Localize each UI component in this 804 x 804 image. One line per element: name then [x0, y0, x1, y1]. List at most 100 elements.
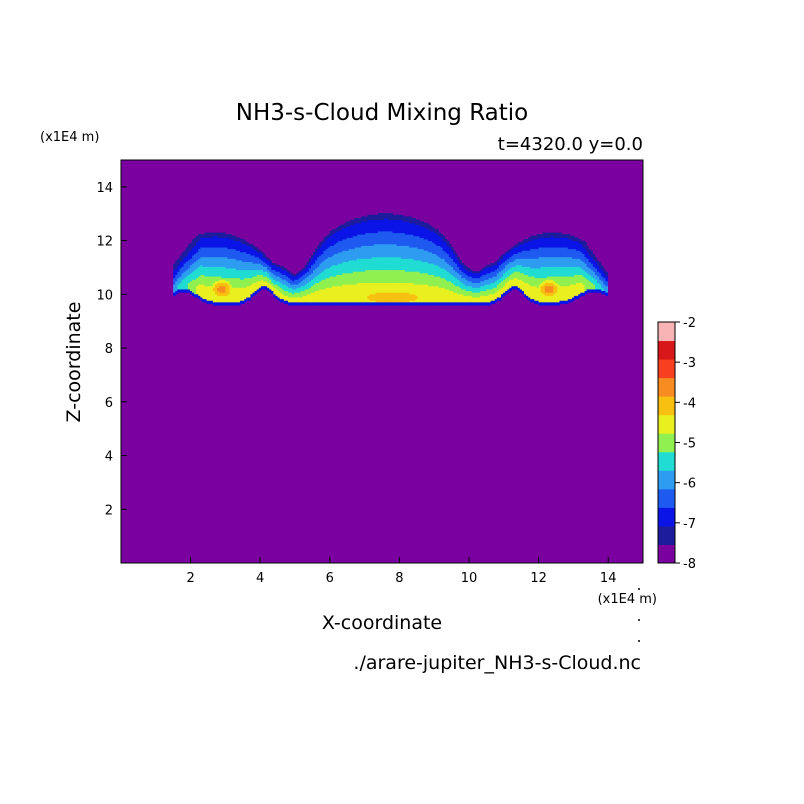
cloud-cell — [386, 216, 389, 219]
cloud-cell — [367, 242, 370, 245]
cloud-cell — [365, 288, 368, 292]
cloud-cell — [325, 277, 329, 280]
cloud-cell — [336, 248, 339, 251]
cloud-cell — [271, 280, 274, 284]
cloud-cell — [388, 274, 391, 277]
cloud-cell — [354, 245, 358, 248]
cloud-cell — [246, 279, 249, 282]
cloud-cell — [258, 261, 262, 264]
cloud-cell — [275, 292, 279, 295]
cloud-cell — [400, 234, 404, 237]
cloud-cell — [390, 284, 393, 287]
cloud-cell — [419, 292, 423, 295]
cloud-cell — [396, 274, 400, 277]
cloud-cell — [202, 282, 206, 285]
cloud-cell — [275, 282, 279, 285]
cloud-cell — [317, 264, 320, 267]
cloud-cell — [327, 285, 331, 288]
cloud-cell — [365, 301, 368, 304]
cloud-cell — [227, 243, 231, 246]
cloud-cell — [384, 245, 387, 248]
cloud-cell — [183, 261, 187, 264]
cloud-cell — [306, 298, 310, 301]
cloud-cell — [198, 250, 201, 253]
cloud-cell — [371, 261, 375, 264]
cloud-cell — [413, 219, 416, 222]
cloud-cell — [398, 237, 402, 240]
cloud-cell — [269, 264, 272, 267]
cloud-cell — [348, 227, 352, 230]
cloud-cell — [356, 250, 360, 253]
cloud-cell — [421, 274, 425, 277]
cloud-cell — [237, 247, 241, 250]
cloud-cell — [250, 255, 254, 258]
cloud-cell — [379, 274, 383, 277]
cloud-cell — [354, 300, 358, 303]
cloud-cell — [313, 287, 316, 290]
cloud-cell — [427, 285, 431, 288]
cloud-cell — [404, 229, 408, 232]
cloud-cell — [225, 277, 228, 280]
cloud-cell — [325, 292, 329, 295]
cloud-cell — [323, 284, 327, 287]
cloud-cell — [421, 301, 425, 304]
cloud-cell — [342, 301, 345, 304]
cloud-cell — [285, 274, 289, 277]
cloud-cell — [354, 298, 358, 301]
cloud-cell — [240, 282, 243, 285]
cloud-cell — [200, 293, 203, 296]
cloud-cell — [200, 235, 203, 238]
cloud-cell — [415, 274, 418, 277]
cloud-cell — [237, 271, 241, 274]
cloud-cell — [246, 261, 249, 264]
cloud-cell — [214, 284, 218, 287]
cloud-cell — [212, 264, 216, 267]
cloud-cell — [396, 268, 400, 271]
cloud-cell — [409, 237, 412, 240]
cloud-cell — [379, 301, 383, 304]
cloud-cell — [196, 293, 199, 296]
cloud-cell — [411, 282, 414, 285]
cloud-cell — [196, 256, 199, 259]
cloud-cell — [227, 297, 231, 300]
cloud-cell — [283, 287, 287, 290]
cloud-cell — [331, 232, 335, 235]
cloud-cell — [200, 272, 203, 275]
cloud-cell — [311, 301, 314, 304]
cloud-cell — [183, 282, 187, 285]
cloud-cell — [321, 240, 325, 243]
cloud-cell — [369, 253, 373, 256]
cloud-cell — [340, 280, 343, 284]
cloud-cell — [359, 279, 362, 282]
cloud-cell — [185, 243, 189, 246]
cloud-cell — [212, 295, 216, 298]
cloud-cell — [423, 298, 427, 301]
cloud-cell — [409, 300, 412, 303]
cloud-cell — [356, 301, 360, 304]
cloud-cell — [425, 234, 429, 237]
cloud-cell — [260, 271, 264, 274]
cloud-cell — [407, 245, 410, 248]
cloud-cell — [338, 256, 341, 259]
cloud-cell — [187, 247, 191, 250]
cloud-cell — [227, 295, 231, 298]
cloud-cell — [359, 288, 362, 292]
cloud-cell — [369, 237, 373, 240]
cloud-cell — [423, 279, 427, 282]
cloud-cell — [217, 248, 220, 251]
cloud-cell — [377, 276, 381, 279]
cloud-cell — [396, 287, 400, 290]
cloud-cell — [246, 253, 249, 256]
cloud-cell — [185, 251, 189, 254]
cloud-cell — [369, 277, 373, 280]
cloud-cell — [415, 221, 418, 224]
cloud-cell — [311, 258, 314, 261]
cloud-cell — [302, 288, 306, 292]
cloud-cell — [321, 290, 325, 293]
cloud-cell — [244, 297, 247, 300]
cloud-cell — [285, 282, 289, 285]
cloud-cell — [404, 258, 408, 261]
cloud-cell — [277, 276, 281, 279]
cloud-cell — [173, 268, 176, 271]
cloud-cell — [388, 298, 391, 301]
